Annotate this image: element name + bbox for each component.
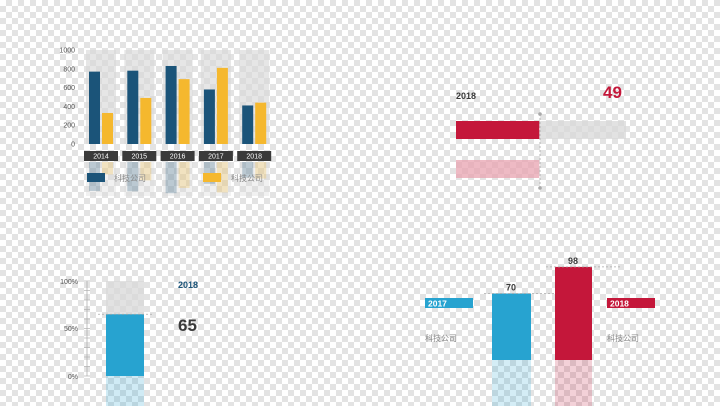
progress-marker-dot bbox=[538, 186, 542, 190]
bar-2018 bbox=[555, 266, 592, 360]
x-label-bg bbox=[122, 151, 157, 161]
x-tick-label: 2014 bbox=[93, 154, 109, 161]
y-tick-0: 0% bbox=[68, 374, 78, 381]
bar-reflection bbox=[165, 162, 177, 194]
y-tick-label: 1000 bbox=[59, 48, 75, 55]
tag-2018-label: 2018 bbox=[610, 299, 629, 309]
bar-reflection bbox=[127, 162, 139, 192]
x-label-bg bbox=[237, 151, 272, 161]
bar-2014-series-1 bbox=[89, 71, 100, 144]
bar-2018-series-1 bbox=[242, 105, 254, 144]
x-tick-label: 2016 bbox=[170, 154, 186, 161]
bar-track-reflection bbox=[239, 162, 270, 196]
progress-fill-reflection bbox=[456, 160, 540, 178]
y-axis-ticks bbox=[84, 280, 90, 377]
bar-track-reflection bbox=[124, 162, 155, 196]
percent-fill-reflection bbox=[106, 376, 144, 406]
bar-reflection bbox=[242, 162, 254, 178]
progress-value-label: 49 bbox=[603, 83, 622, 102]
series-label-right: 科技公司 bbox=[607, 333, 639, 343]
bar-reflection bbox=[216, 162, 228, 193]
x-label-bg bbox=[160, 151, 195, 161]
bar-2017 bbox=[492, 293, 531, 360]
percent-value-label: 65 bbox=[178, 316, 197, 335]
bar-2017-series-1 bbox=[203, 89, 215, 144]
y-tick-100: 100% bbox=[60, 279, 78, 286]
progress-marker-dot bbox=[538, 112, 542, 116]
y-tick-50: 50% bbox=[64, 326, 78, 333]
tag-2017-bg bbox=[425, 298, 473, 308]
legend-swatch-series-1 bbox=[87, 173, 105, 182]
y-tick-label: 0 bbox=[71, 142, 75, 149]
bar-2016-series-2 bbox=[178, 79, 190, 144]
percent-fill-bar bbox=[106, 314, 144, 376]
legend-swatch-series-2 bbox=[203, 173, 221, 182]
x-tick-label: 2018 bbox=[246, 154, 262, 161]
bar-reflection bbox=[178, 162, 190, 188]
bar-2017-reflection bbox=[492, 360, 531, 406]
x-tick-label: 2017 bbox=[208, 154, 224, 161]
bar-reflection bbox=[203, 162, 215, 184]
x-label-bg bbox=[84, 151, 118, 161]
comparison-bar-chart: 70 98 2017 2018 科技公司 科技公司 bbox=[425, 256, 655, 406]
bar-2014-series-2 bbox=[102, 112, 113, 144]
bar-2018-value-label: 98 bbox=[568, 256, 578, 266]
legend-label-series-1: 科技公司 bbox=[114, 173, 146, 183]
x-tick-label: 2015 bbox=[132, 154, 148, 161]
bar-2017-series-2 bbox=[216, 67, 228, 144]
bar-reflection bbox=[255, 162, 267, 179]
legend: 科技公司 科技公司 bbox=[87, 173, 263, 183]
bar-reflection bbox=[140, 162, 152, 181]
bar-2018-reflection bbox=[555, 360, 592, 406]
progress-track bbox=[540, 121, 626, 139]
bar-2018-series-2 bbox=[255, 102, 267, 144]
progress-fill-bar bbox=[456, 121, 540, 139]
y-tick-label: 400 bbox=[63, 104, 75, 111]
series-label-left: 科技公司 bbox=[425, 333, 457, 343]
progress-year-label: 2018 bbox=[456, 91, 476, 101]
bar-2016-series-1 bbox=[165, 65, 177, 144]
grouped-bar-chart: 0 200 400 600 800 1000 2014 2015 2016 2017 2018 科… bbox=[59, 48, 272, 196]
bar-2017-value-label: 70 bbox=[506, 283, 516, 293]
y-tick-label: 800 bbox=[63, 66, 75, 73]
bar-track-reflection bbox=[162, 162, 193, 196]
y-tick-label: 600 bbox=[63, 85, 75, 92]
tag-2018-bg bbox=[607, 298, 655, 308]
legend-label-series-2: 科技公司 bbox=[231, 173, 263, 183]
bar-2015-series-1 bbox=[127, 70, 139, 144]
y-tick-labels: 0 200 400 600 800 1000 bbox=[59, 48, 75, 149]
tag-2017-label: 2017 bbox=[428, 299, 447, 309]
y-tick-label: 200 bbox=[63, 123, 75, 130]
percent-year-label: 2018 bbox=[178, 280, 198, 290]
bar-reflection bbox=[102, 162, 113, 175]
x-label-bg bbox=[198, 151, 233, 161]
horizontal-progress-chart: 2018 49 bbox=[456, 83, 626, 190]
x-tick-labels: 2014 2015 2016 2017 2018 bbox=[84, 151, 272, 161]
bar-2015-series-2 bbox=[140, 97, 152, 144]
vertical-percent-chart: 100% 50% 0% 2018 65 bbox=[60, 279, 198, 406]
